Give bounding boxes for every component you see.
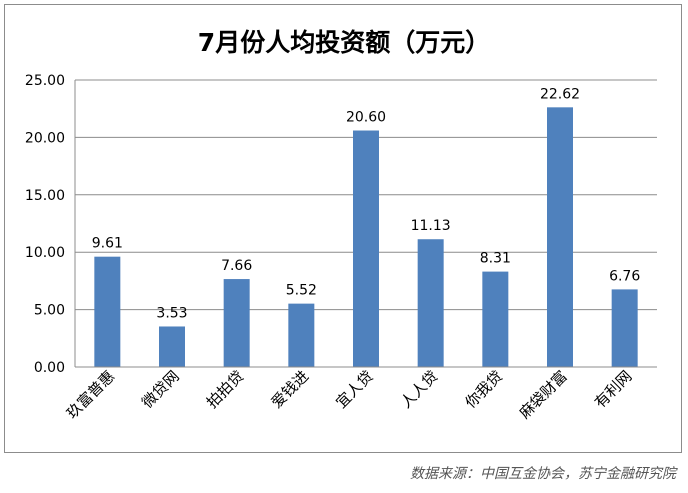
y-axis-tick-labels: 0.00 5.00 10.00 15.00 20.00 25.00 xyxy=(25,73,65,376)
data-label: 7.66 xyxy=(221,258,252,274)
bar xyxy=(223,279,250,367)
x-tick-label: 有利网 xyxy=(591,367,636,412)
bar xyxy=(417,239,444,367)
data-label: 5.52 xyxy=(286,283,317,299)
bars xyxy=(94,107,638,368)
x-tick-label: 玖富普惠 xyxy=(63,367,118,422)
bar xyxy=(94,256,121,367)
bar xyxy=(288,303,315,367)
chart-frame: 7月份人均投资额（万元） 0.00 5.00 10.00 15.00 20.00 25.0… xyxy=(4,4,682,453)
data-label: 3.53 xyxy=(156,305,187,321)
x-tick-label: 拍拍贷 xyxy=(203,367,248,412)
data-label: 9.61 xyxy=(92,236,123,252)
source-note: 数据来源：中国互金协会，苏宁金融研究院 xyxy=(410,466,676,482)
data-labels: 9.61 3.53 7.66 5.52 20.60 11.13 8.31 22.62 6.76 xyxy=(92,86,641,321)
x-tick-label: 爱钱进 xyxy=(268,367,313,412)
x-tick-label: 宜人贷 xyxy=(332,367,377,412)
bar xyxy=(482,271,509,367)
chart-title: 7月份人均投资额（万元） xyxy=(198,28,490,57)
x-tick-label: 微贷网 xyxy=(138,367,183,412)
data-label: 8.31 xyxy=(480,251,511,267)
bar-chart: 7月份人均投资额（万元） 0.00 5.00 10.00 15.00 20.00 25.0… xyxy=(25,28,657,422)
x-tick-label: 你我贷 xyxy=(462,367,507,412)
y-tick-label: 10.00 xyxy=(25,245,65,261)
y-tick-label: 25.00 xyxy=(25,73,65,89)
y-tick-label: 15.00 xyxy=(25,188,65,204)
x-tick-label: 麻袋财富 xyxy=(516,367,571,422)
x-axis-tick-labels: 玖富普惠 微贷网 拍拍贷 爱钱进 宜人贷 人人贷 你我贷 麻袋财富 有利网 xyxy=(63,367,635,422)
data-label: 20.60 xyxy=(346,110,386,126)
bar xyxy=(611,289,638,367)
x-tick-label: 人人贷 xyxy=(397,367,442,412)
bar xyxy=(547,107,573,368)
bar xyxy=(159,326,185,367)
y-tick-label: 5.00 xyxy=(34,303,65,319)
bar xyxy=(353,130,379,367)
y-tick-label: 20.00 xyxy=(25,130,65,146)
data-label: 11.13 xyxy=(411,218,451,234)
y-tick-label: 0.00 xyxy=(34,360,65,376)
data-label: 22.62 xyxy=(540,86,580,102)
data-label: 6.76 xyxy=(609,268,640,284)
